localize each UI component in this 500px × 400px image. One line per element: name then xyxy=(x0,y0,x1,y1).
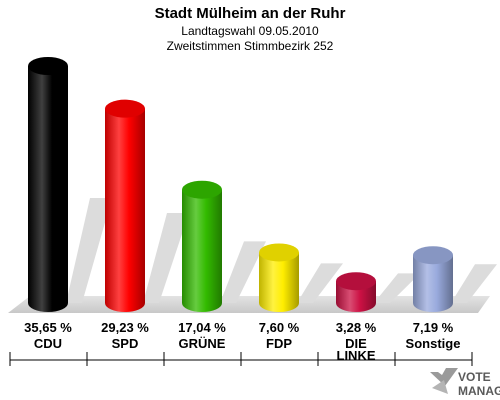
category-label-sonstige: Sonstige xyxy=(406,336,461,351)
category-label-fdp: FDP xyxy=(266,336,292,351)
chart-title: Stadt Mülheim an der Ruhr xyxy=(155,5,346,22)
chart-subtitle-election: Landtagswahl 09.05.2010 xyxy=(181,24,319,38)
bar-shadow-spd xyxy=(143,212,189,303)
bar-body-gr-ne xyxy=(182,189,222,312)
bar-body-sonstige xyxy=(413,255,453,312)
watermark: VOTE MANAGER xyxy=(430,368,500,398)
bar-spd xyxy=(105,99,145,312)
bar-top-die-linke xyxy=(336,272,376,291)
bar-body-cdu xyxy=(28,66,68,312)
bar-gr-ne xyxy=(182,180,222,312)
x-axis-ticks xyxy=(9,352,473,366)
value-label-cdu: 35,65 % xyxy=(24,320,72,335)
vote-manager-logo xyxy=(430,368,458,394)
value-label-fdp: 7,60 % xyxy=(259,320,300,335)
bar-shadow-die-linke xyxy=(374,273,420,303)
value-labels: 35,65 % 29,23 % 17,04 % 7,60 % 3,28 % 7,19 % xyxy=(24,320,454,335)
bar-top-gr-ne xyxy=(182,180,222,199)
watermark-line-2: MANAGER xyxy=(458,384,500,398)
bar-shadow-sonstige xyxy=(451,264,497,303)
category-labels: CDU SPD GRÜNE FDP DIE LINKE Sonstige xyxy=(34,336,461,363)
bar-sonstige xyxy=(413,246,453,312)
bar-top-spd xyxy=(105,99,145,118)
value-label-gr-ne: 17,04 % xyxy=(178,320,226,335)
bar-top-cdu xyxy=(28,57,68,75)
bar-shadows xyxy=(66,198,497,303)
bar-shadow-cdu xyxy=(66,198,112,303)
category-label-gr-ne: GRÜNE xyxy=(179,336,226,351)
category-label-spd: SPD xyxy=(112,336,139,351)
value-label-spd: 29,23 % xyxy=(101,320,149,335)
bar-body-spd xyxy=(105,108,145,312)
bar-die-linke xyxy=(336,272,376,312)
value-label-sonstige: 7,19 % xyxy=(413,320,454,335)
bar-fdp xyxy=(259,243,299,312)
watermark-line-1: VOTE xyxy=(458,370,491,384)
chart-subtitle-district: Zweitstimmen Stimmbezirk 252 xyxy=(167,39,334,53)
bar-shadow-fdp xyxy=(297,263,343,303)
bar-top-sonstige xyxy=(413,246,453,265)
bar-cdu xyxy=(28,57,68,312)
bar-shadow-gr-ne xyxy=(220,241,266,303)
value-label-die-linke: 3,28 % xyxy=(336,320,377,335)
category-label-die-linke: DIE LINKE xyxy=(337,336,376,363)
bar-top-fdp xyxy=(259,243,299,262)
bar-body-fdp xyxy=(259,252,299,312)
bars xyxy=(28,57,453,312)
category-label-cdu: CDU xyxy=(34,336,62,351)
